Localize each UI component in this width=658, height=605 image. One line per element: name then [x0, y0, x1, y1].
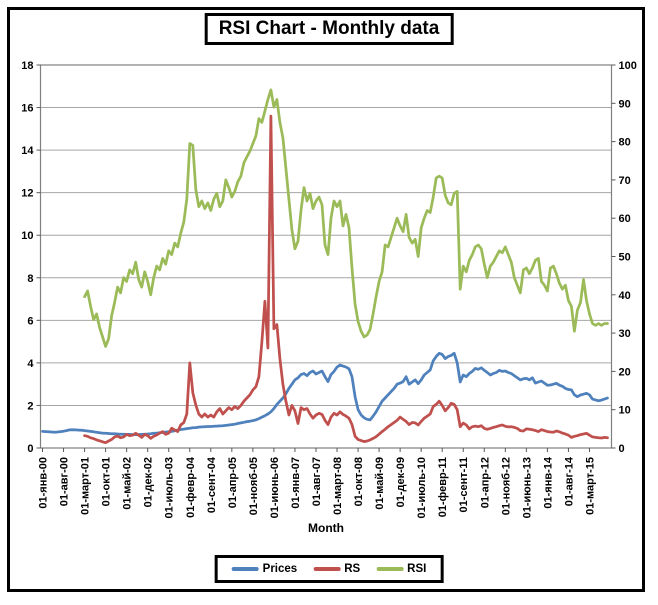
x-tick-label: 01-июнь-06 — [269, 457, 281, 518]
legend-label-prices: Prices — [262, 563, 298, 575]
y-right-tick-label: 40 — [619, 290, 631, 302]
plot-border — [39, 64, 613, 449]
x-tick-label: 01-нояб-05 — [248, 457, 260, 515]
x-tick-label: 01-авг-00 — [59, 457, 71, 506]
x-tick-label: 01-янв-07 — [290, 457, 302, 509]
x-tick-label: 01-март-01 — [80, 457, 92, 515]
y-right-tick-label: 10 — [619, 405, 631, 417]
x-tick-label: 01-март-15 — [584, 457, 596, 515]
series-line-rsi — [83, 88, 609, 348]
x-tick-label: 01-окт-08 — [353, 457, 365, 506]
legend-item-rsi: RSI — [376, 563, 426, 575]
y-left-tick-label: 2 — [27, 400, 33, 412]
y-left-tick-label: 0 — [27, 443, 33, 455]
x-tick-label: 01-май-02 — [122, 457, 134, 510]
y-right-tick-label: 0 — [619, 443, 625, 455]
x-tick-label: 01-февр-04 — [185, 456, 197, 518]
x-tick-label: 01-март-08 — [332, 457, 344, 515]
prices-line-swatch — [231, 567, 259, 571]
y-right-tick-label: 60 — [619, 213, 631, 225]
y-left-tick-label: 6 — [27, 315, 33, 327]
x-tick-label: 01-сент-11 — [458, 457, 470, 512]
legend-label-rsi: RSI — [407, 563, 427, 575]
x-tick-label: 01-июль-10 — [416, 457, 428, 518]
y-right-tick-label: 90 — [619, 98, 631, 110]
legend-item-rs: RS — [313, 563, 360, 575]
x-tick-label: 01-апр-12 — [479, 457, 491, 508]
x-tick-label: 01-февр-11 — [437, 457, 449, 517]
x-tick-label: 01-дек-02 — [143, 457, 155, 507]
x-tick-label: 01-сент-04 — [206, 456, 218, 513]
x-tick-label: 01-янв-00 — [38, 457, 50, 509]
y-left-tick-label: 16 — [21, 103, 33, 115]
y-right-tick-label: 50 — [619, 252, 631, 264]
x-tick-label: 01-май-09 — [374, 457, 386, 510]
x-tick-label: 01-июль-03 — [164, 457, 176, 518]
x-axis-title: Month — [308, 521, 344, 535]
legend-item-prices: Prices — [231, 563, 298, 575]
x-tick-label: 01-окт-01 — [101, 457, 113, 506]
y-right-tick-label: 30 — [619, 328, 631, 340]
x-tick-label: 01-июнь-13 — [521, 457, 533, 518]
y-left-tick-label: 14 — [21, 145, 34, 157]
legend-label-rs: RS — [344, 563, 361, 575]
y-right-tick-label: 20 — [619, 366, 631, 378]
y-left-tick-label: 8 — [27, 273, 33, 285]
series-line-rs — [83, 114, 609, 445]
y-left-tick-label: 10 — [21, 230, 33, 242]
x-tick-label: 01-апр-05 — [227, 457, 239, 508]
y-right-tick-label: 70 — [619, 175, 631, 187]
y-right-tick-label: 80 — [619, 137, 631, 149]
rs-line-swatch — [313, 567, 341, 571]
y-left-tick-label: 18 — [21, 60, 33, 72]
y-right-tick-label: 100 — [619, 60, 637, 72]
page-border-frame — [7, 7, 645, 592]
rsi-line-swatch — [376, 567, 404, 571]
legend: Prices RS RSI — [214, 555, 444, 583]
x-tick-label: 01-янв-14 — [542, 456, 554, 509]
chart-title: RSI Chart - Monthly data — [204, 13, 454, 45]
y-left-tick-label: 4 — [27, 358, 34, 370]
x-tick-label: 01-нояб-12 — [500, 457, 512, 515]
y-left-tick-label: 12 — [21, 188, 33, 200]
x-tick-label: 01-авг-07 — [311, 457, 323, 506]
x-tick-label: 01-авг-14 — [563, 456, 575, 506]
x-tick-label: 01-дек-09 — [395, 457, 407, 507]
